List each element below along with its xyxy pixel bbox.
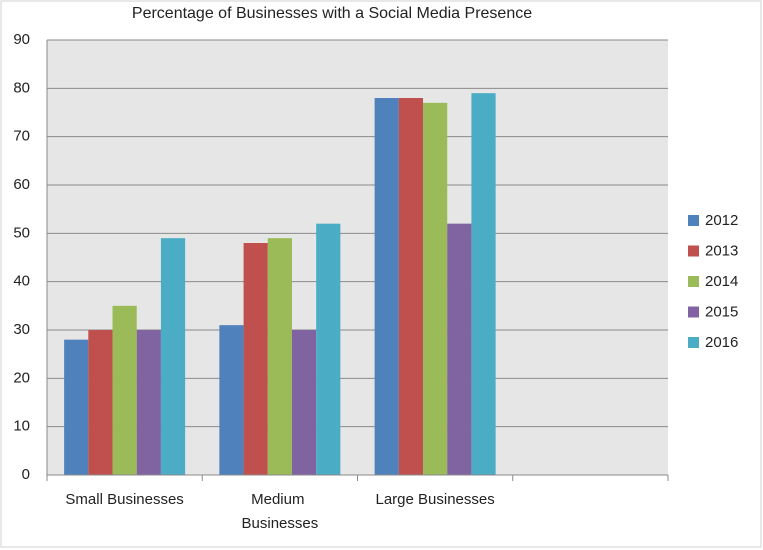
legend-label: 2014 xyxy=(705,273,738,290)
bar xyxy=(160,238,186,475)
bar xyxy=(112,305,137,475)
y-tick-label: 60 xyxy=(13,176,30,193)
legend-label: 2016 xyxy=(705,334,738,351)
bar xyxy=(136,330,161,475)
y-tick-label: 80 xyxy=(13,79,30,96)
bar xyxy=(291,330,317,475)
y-tick-label: 30 xyxy=(13,321,30,338)
x-tick-label-line: Medium xyxy=(251,491,309,508)
chart-title: Percentage of Businesses with a Social M… xyxy=(132,5,532,22)
y-tick-label: 0 xyxy=(22,466,30,483)
y-tick-label: 10 xyxy=(13,418,30,435)
x-tick-label: Small Businesses xyxy=(65,491,183,508)
bar xyxy=(374,98,399,475)
bar xyxy=(398,98,424,475)
bar xyxy=(64,339,89,475)
x-tick-label: Large Businesses xyxy=(376,491,495,508)
y-tick-label: 40 xyxy=(13,273,30,290)
legend-swatch xyxy=(688,215,699,226)
y-tick-label: 70 xyxy=(13,128,30,145)
legend-swatch xyxy=(688,306,699,318)
legend-swatch xyxy=(688,276,699,287)
legend-label: 2013 xyxy=(705,242,738,259)
bar xyxy=(471,93,496,476)
x-tick-label-line: Businesses xyxy=(242,515,319,532)
bar xyxy=(423,102,448,475)
y-tick-label: 50 xyxy=(13,224,30,241)
bar xyxy=(316,223,341,475)
bar xyxy=(447,223,472,475)
legend-label: 2015 xyxy=(705,303,738,320)
bar xyxy=(219,325,244,475)
x-tick-label: Medium Businesses xyxy=(242,491,319,532)
y-tick-label: 90 xyxy=(13,31,30,48)
bar xyxy=(243,243,268,475)
bar xyxy=(267,238,292,475)
legend-swatch xyxy=(688,245,699,257)
bar xyxy=(88,330,113,475)
legend-swatch xyxy=(688,337,699,348)
y-tick-label: 20 xyxy=(13,369,30,386)
legend-label: 2012 xyxy=(705,212,738,229)
